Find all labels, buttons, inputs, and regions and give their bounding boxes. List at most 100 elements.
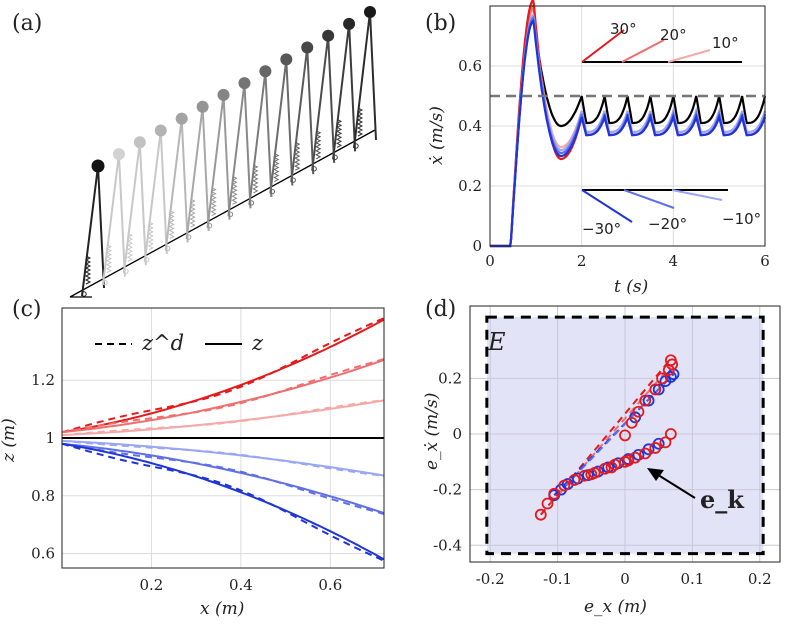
robot-spring	[210, 187, 217, 217]
x-tick-label: 0.1	[680, 570, 704, 588]
slope-indicators: 30° 20° 10° −30° −20° −10°	[581, 20, 761, 238]
desired-height-line	[61, 442, 385, 515]
robot-leg	[248, 71, 273, 206]
robot-spring	[252, 164, 259, 194]
panel-b-xlabel: t (s)	[614, 277, 648, 297]
robot-spring	[105, 244, 113, 274]
robot-foot	[123, 268, 129, 274]
y-tick-label: 0.2	[438, 369, 462, 387]
panel-b: (b) 30° 20° 10° −30° −20° −10° 0 2 4 6 0 0.2 0.4 0.6…	[425, 0, 770, 297]
robot-spring	[147, 221, 154, 251]
x-tick-label: -0.2	[476, 570, 505, 588]
panel-c-ylabel: z (m)	[0, 418, 19, 463]
error-point-red	[619, 429, 631, 442]
robot-body	[322, 29, 335, 42]
robot-leg	[81, 165, 105, 297]
x-tick-label: -0.1	[543, 570, 572, 588]
error-point-red	[548, 487, 561, 500]
panel-d-ylabel: e_ẋ (m/s)	[422, 393, 442, 470]
robot-body	[112, 148, 125, 161]
panel-c-axes-box	[61, 307, 385, 569]
robot-body	[196, 100, 209, 113]
slope-ground-line	[69, 129, 376, 298]
slope-label-down: −10°	[722, 210, 761, 228]
robot-spring	[231, 175, 238, 205]
error-point-red	[568, 474, 581, 486]
panel-d-xlabel: e_x (m)	[584, 597, 647, 617]
error-point-red	[659, 436, 672, 449]
robot-body	[238, 77, 251, 90]
trajectory-dashed-line	[539, 358, 672, 516]
error-point-blue	[632, 448, 645, 461]
robot-spring	[335, 118, 343, 148]
panel-c-label: (c)	[12, 297, 42, 322]
robot-body	[133, 136, 146, 149]
robot-body	[280, 53, 293, 66]
robot-foot	[185, 234, 192, 240]
robot-leg	[311, 35, 336, 171]
robot-foot	[227, 211, 234, 218]
x-tick-label: 0.2	[748, 570, 772, 588]
y-tick-label: 0	[472, 237, 482, 255]
panel-d-label: (d)	[425, 297, 456, 322]
ek-arrow-head	[647, 468, 664, 481]
panel-b-ticks: 0 2 4 6 0 0.2 0.4 0.6	[458, 57, 770, 270]
panel-c: (c) 0.2 0.4 0.6 0.6 0.8 1 1.2 z^d z x (m) z (m…	[0, 297, 385, 619]
y-tick-label: -0.2	[433, 481, 462, 499]
panel-b-axes-box	[489, 5, 766, 247]
error-point-red	[585, 468, 598, 481]
y-tick-label: 0	[452, 425, 462, 443]
error-point-blue	[664, 371, 677, 383]
y-tick-label: 1.2	[31, 371, 55, 389]
panel-c-series	[61, 317, 385, 562]
error-point-red	[598, 462, 611, 475]
slope-label-down: −20°	[648, 215, 687, 233]
robot-body	[259, 65, 272, 78]
x-tick-label: 0.4	[229, 576, 253, 594]
panel-a: (a)	[12, 6, 377, 298]
velocity-series-line	[490, 18, 767, 248]
error-point-red	[625, 416, 638, 429]
robot-body	[343, 17, 356, 30]
error-point-blue	[652, 383, 665, 396]
x-tick-label: 0.6	[318, 576, 342, 594]
ek-annotation: e_k	[700, 485, 745, 514]
slope-label-up: 10°	[712, 34, 739, 52]
legend-actual-label: z	[251, 331, 264, 355]
robot-leg	[269, 59, 294, 194]
robot-foot	[102, 279, 108, 286]
robot-spring	[189, 198, 196, 228]
panel-c-legend: z^d z	[95, 331, 264, 355]
desired-height-line	[61, 439, 385, 477]
x-tick-label: 0	[485, 252, 495, 270]
robot-body	[217, 88, 230, 101]
slope-indicator-down	[623, 189, 675, 209]
panel-a-label: (a)	[12, 11, 42, 36]
robot-foot	[269, 188, 276, 195]
actual-height-line	[61, 399, 385, 437]
actual-height-line	[61, 359, 385, 434]
robot-body	[175, 112, 188, 125]
slope-label-up: 30°	[610, 20, 637, 38]
y-tick-label: 1	[45, 429, 55, 447]
robot-spring	[126, 232, 133, 262]
error-point-red	[622, 454, 635, 467]
x-tick-label: 4	[669, 252, 679, 270]
actual-height-line	[61, 442, 385, 515]
slope-label-down: −30°	[582, 220, 621, 238]
region-label: E	[487, 328, 506, 356]
error-point-red	[664, 428, 677, 440]
error-point-red	[639, 394, 652, 407]
robot-body	[301, 41, 314, 54]
slope-indicator-down	[671, 189, 723, 201]
panel-d-grid	[470, 306, 780, 562]
panel-d-axes-box	[469, 305, 781, 563]
y-tick-label: 0.8	[31, 487, 55, 505]
robot-spring	[315, 130, 322, 160]
slope-indicator-down	[581, 189, 633, 223]
robot-foot	[164, 245, 171, 252]
robot-foot	[206, 222, 213, 229]
robot-foot	[248, 200, 255, 206]
robot-leg	[227, 82, 252, 217]
